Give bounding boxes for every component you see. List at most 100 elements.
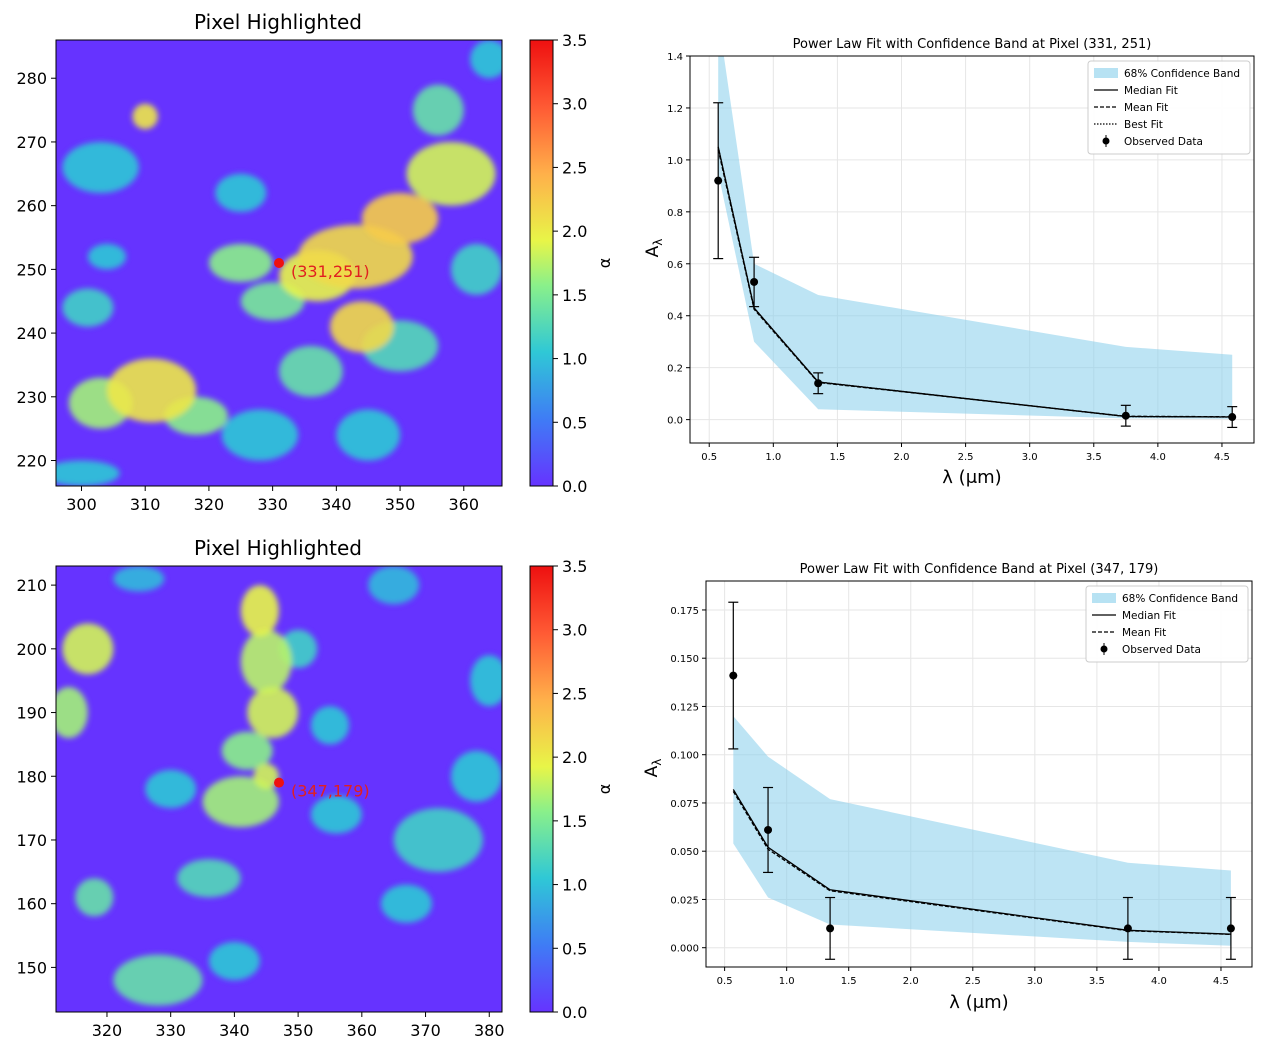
colorbar-tick-label: 2.0 — [562, 222, 587, 241]
y-tick-label: 0.4 — [667, 312, 683, 323]
heatmap-frame — [55, 565, 503, 1013]
y-tick-label: 200 — [16, 640, 47, 659]
x-tick-label: 2.0 — [894, 452, 910, 463]
heatmap-blob — [145, 769, 197, 809]
heatmap-plot-area — [56, 566, 502, 1012]
heatmap-blob — [470, 655, 502, 707]
y-tick-label: 230 — [16, 388, 47, 407]
y-tick-label: 160 — [16, 895, 47, 914]
x-tick-label: 350 — [385, 495, 416, 514]
y-tick-label: 1.2 — [667, 104, 683, 115]
highlight-label: (347,179) — [291, 782, 370, 801]
heatmap-blob — [451, 750, 502, 802]
y-tick-label: 1.0 — [667, 156, 683, 167]
observed-data-point — [814, 379, 823, 388]
heatmap-blobs — [56, 40, 502, 486]
y-tick-label: 0.125 — [670, 702, 699, 713]
x-tick-label: 320 — [194, 495, 225, 514]
x-tick-label: 310 — [130, 495, 161, 514]
observed-data-point — [729, 671, 738, 680]
y-tick-label: 0.175 — [670, 606, 699, 617]
colorbar-tick-label: 3.5 — [562, 31, 587, 50]
fit-title: Power Law Fit with Confidence Band at Pi… — [793, 37, 1152, 52]
legend-label: Median Fit — [1124, 85, 1178, 97]
heatmap-blob — [240, 629, 292, 694]
colorbar-label: α — [595, 258, 614, 269]
colorbar-tick-label: 1.0 — [562, 350, 587, 369]
x-tick-label: 340 — [219, 1021, 250, 1040]
y-tick-label: 0.025 — [670, 895, 699, 906]
confidence-band — [733, 716, 1231, 946]
x-tick-label: 3.5 — [1089, 976, 1105, 987]
heatmap-blob — [380, 884, 432, 923]
heatmap-blob — [62, 623, 114, 675]
heatmap-blobs — [56, 566, 502, 1006]
heatmap-blob — [221, 731, 273, 770]
heatmap-blob — [253, 763, 279, 789]
y-tick-label: 150 — [16, 958, 47, 977]
heatmap-blob — [87, 243, 127, 270]
x-tick-label: 0.5 — [701, 452, 717, 463]
colorbar-ticks: 0.0 0.5 1.0 1.5 2.0 2.5 3.0 3.5 — [553, 557, 587, 1022]
colorbar-tick-label: 0.5 — [562, 939, 587, 958]
heatmap-blob — [56, 687, 88, 739]
legend: 68% Confidence Band Median Fit Mean Fit Obs… — [1085, 585, 1249, 663]
heatmap-blob — [202, 776, 279, 828]
y-tick-label: 1.4 — [667, 52, 683, 63]
legend-label: Observed Data — [1122, 644, 1201, 656]
x-axis-label: λ (μm) — [949, 992, 1008, 1013]
y-tick-label: 170 — [16, 831, 47, 850]
colorbar-tick-label: 1.0 — [562, 876, 587, 895]
y-tick-label: 220 — [16, 452, 47, 471]
heatmap-blob — [113, 954, 203, 1006]
colorbar-tick-label: 2.0 — [562, 748, 587, 767]
legend-label: Mean Fit — [1124, 102, 1168, 114]
x-tick-label: 1.5 — [841, 976, 857, 987]
x-tick-label: 2.5 — [965, 976, 981, 987]
observed-data-point — [750, 277, 759, 286]
x-tick-label: 340 — [321, 495, 352, 514]
y-tick-label: 0.075 — [670, 799, 699, 810]
heatmap-blob — [451, 243, 502, 295]
x-tick-label: 2.0 — [903, 976, 919, 987]
x-tick-label: 4.0 — [1151, 976, 1167, 987]
x-tick-label: 2.5 — [958, 452, 974, 463]
y-axis-label: Aλ — [642, 759, 664, 778]
observed-data-point — [1121, 411, 1130, 420]
legend-box — [1087, 60, 1251, 155]
mean-fit-line — [732, 791, 1231, 936]
plot-frame — [705, 580, 1253, 968]
heatmap-plot-area — [56, 40, 502, 486]
observed-data-point — [826, 924, 835, 933]
x-tick-label: 370 — [410, 1021, 441, 1040]
heatmap-blob — [113, 566, 165, 592]
heatmap-axes: 320 330 340 350 360 370 380 150 160 170 180 190 200 2… — [16, 576, 504, 1040]
heatmap-blob — [62, 288, 114, 327]
heatmap-blob — [279, 345, 343, 397]
heatmap-blob — [470, 40, 502, 79]
heatmap-blob — [329, 301, 394, 353]
x-tick-label: 0.5 — [717, 976, 733, 987]
y-tick-label: 0.100 — [670, 751, 699, 762]
colorbar-tick-label: 1.5 — [562, 812, 587, 831]
y-tick-label: 260 — [16, 197, 47, 216]
legend: 68% Confidence Band Median Fit Mean Fit Bes… — [1087, 60, 1251, 155]
heatmap-blob — [62, 141, 139, 193]
colorbar-tick-label: 0.5 — [562, 413, 587, 432]
colorbar-tick-label: 2.5 — [562, 158, 587, 177]
x-tick-label: 350 — [283, 1021, 314, 1040]
heatmap-axes: 300 310 320 330 340 350 360 220 230 240 250 260 270 2… — [16, 69, 479, 514]
legend-label: Best Fit — [1124, 119, 1163, 131]
heatmap-blob — [132, 103, 158, 130]
observed-data-point — [764, 825, 773, 834]
y-tick-label: 280 — [16, 69, 47, 88]
y-tick-label: 0.2 — [667, 364, 683, 375]
heatmap-blob — [368, 566, 420, 605]
heatmap-blob — [177, 859, 241, 898]
legend-label: 68% Confidence Band — [1122, 593, 1238, 605]
colorbar-tick-label: 0.0 — [562, 1003, 587, 1022]
y-tick-label: 0.000 — [670, 944, 699, 955]
x-tick-label: 330 — [155, 1021, 186, 1040]
x-tick-label: 1.0 — [765, 452, 781, 463]
